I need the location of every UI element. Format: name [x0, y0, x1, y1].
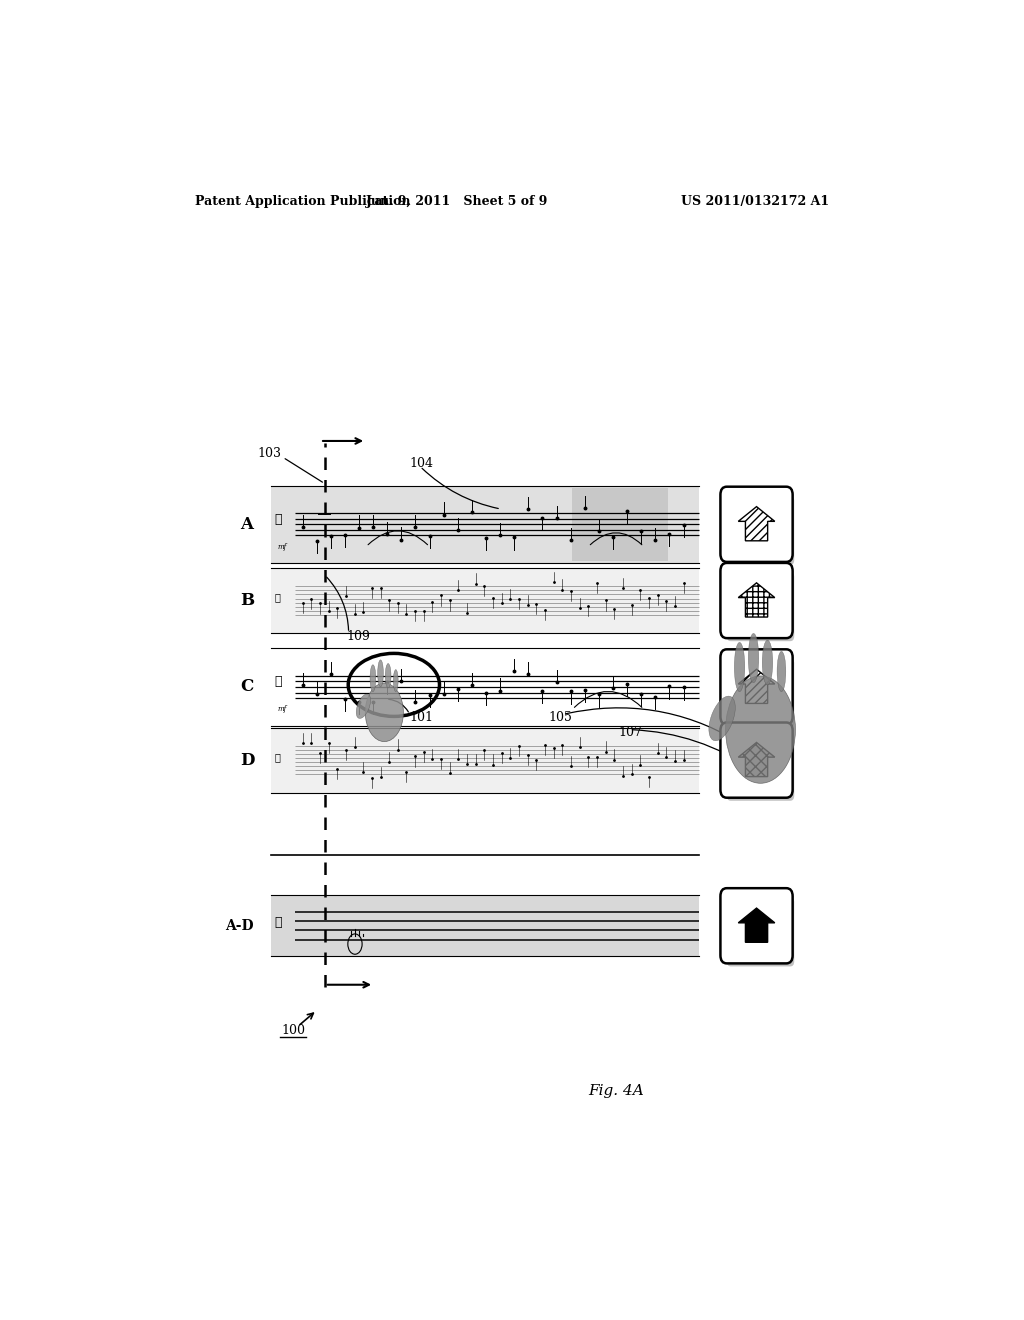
Bar	[572, 487, 668, 561]
Ellipse shape	[378, 660, 383, 686]
Ellipse shape	[385, 664, 391, 688]
Ellipse shape	[356, 694, 371, 718]
Ellipse shape	[777, 651, 785, 692]
Text: 104: 104	[410, 457, 434, 470]
Text: 𝄞: 𝄞	[274, 752, 281, 762]
FancyBboxPatch shape	[727, 496, 795, 565]
Bar	[270, 727, 699, 792]
Ellipse shape	[366, 682, 403, 742]
Text: 105: 105	[549, 711, 572, 723]
FancyBboxPatch shape	[727, 572, 795, 642]
Text: Patent Application Publication: Patent Application Publication	[196, 194, 411, 207]
Bar	[270, 486, 699, 562]
Text: mf: mf	[278, 543, 287, 550]
Polygon shape	[738, 908, 775, 942]
Bar	[270, 895, 699, 956]
Text: A-D: A-D	[225, 919, 253, 933]
Text: 103: 103	[257, 446, 282, 459]
Text: 107: 107	[618, 726, 642, 739]
Text: C: C	[241, 678, 254, 696]
Ellipse shape	[370, 665, 376, 692]
Text: B: B	[240, 593, 254, 609]
Bar	[270, 648, 699, 726]
Text: D: D	[240, 751, 254, 768]
Text: US 2011/0132172 A1: US 2011/0132172 A1	[681, 194, 829, 207]
Text: mf: mf	[278, 705, 287, 713]
Text: 𝄞: 𝄞	[274, 916, 283, 929]
Text: A: A	[241, 516, 254, 533]
Polygon shape	[738, 583, 775, 616]
Ellipse shape	[393, 669, 398, 692]
FancyBboxPatch shape	[727, 731, 795, 801]
FancyBboxPatch shape	[721, 649, 793, 725]
Ellipse shape	[749, 634, 759, 682]
Text: 𝄞: 𝄞	[274, 593, 281, 602]
FancyBboxPatch shape	[727, 659, 795, 727]
Bar	[270, 568, 699, 634]
Text: 100: 100	[281, 1024, 305, 1038]
Polygon shape	[738, 742, 775, 776]
Text: Jun. 9, 2011   Sheet 5 of 9: Jun. 9, 2011 Sheet 5 of 9	[367, 194, 549, 207]
Polygon shape	[738, 507, 775, 541]
Ellipse shape	[762, 640, 773, 685]
Text: 101: 101	[410, 711, 434, 723]
Ellipse shape	[734, 643, 744, 692]
Text: Fig. 4A: Fig. 4A	[588, 1085, 644, 1098]
FancyBboxPatch shape	[721, 487, 793, 562]
FancyBboxPatch shape	[721, 888, 793, 964]
FancyBboxPatch shape	[727, 898, 795, 966]
Ellipse shape	[726, 676, 796, 783]
Text: 𝄞: 𝄞	[274, 676, 283, 688]
Ellipse shape	[709, 696, 735, 741]
Polygon shape	[738, 669, 775, 704]
FancyBboxPatch shape	[721, 562, 793, 638]
FancyBboxPatch shape	[721, 722, 793, 797]
Text: 𝄞: 𝄞	[274, 512, 283, 525]
Text: 109: 109	[346, 630, 370, 643]
